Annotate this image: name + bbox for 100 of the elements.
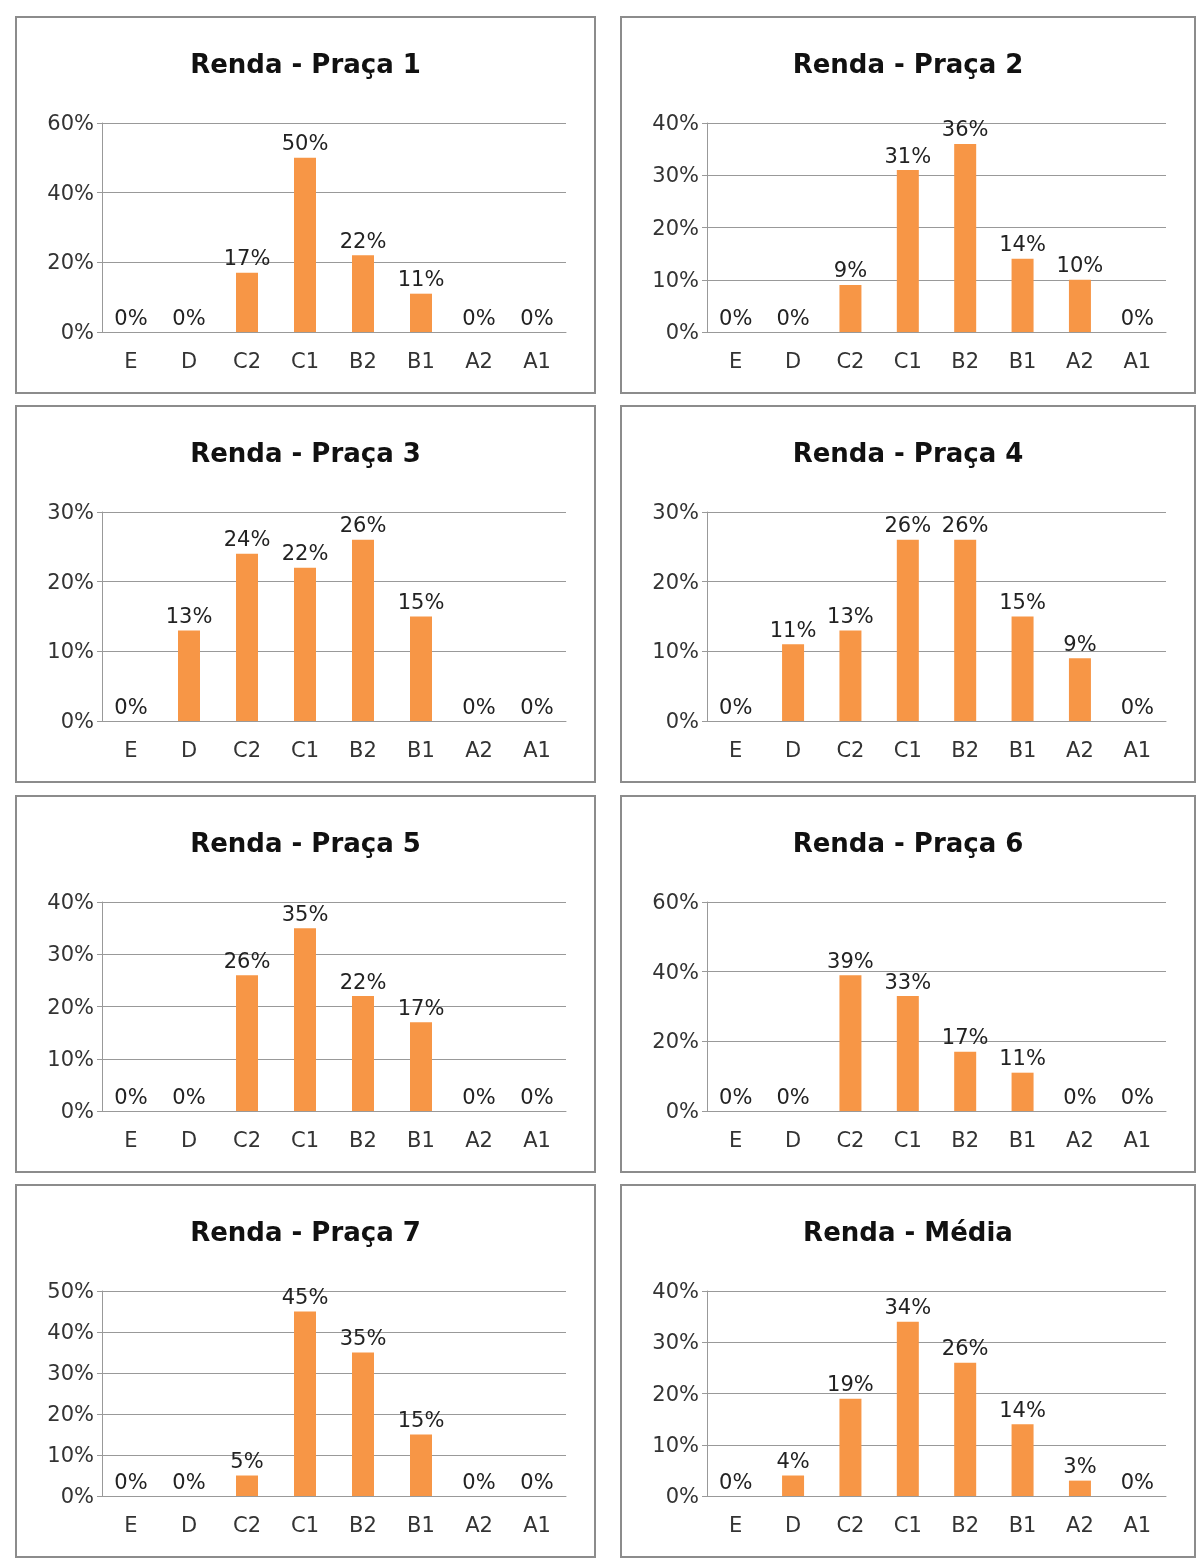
- x-tick-label: C2: [232, 1127, 262, 1152]
- data-label: 0%: [172, 305, 206, 330]
- x-tick-label: A2: [465, 737, 493, 762]
- chart-title: Renda - Praça 1: [190, 49, 421, 79]
- data-label: 26%: [941, 513, 989, 538]
- data-label: 11%: [999, 1046, 1046, 1071]
- bar: [1068, 1480, 1091, 1496]
- chart-title: Renda - Praça 4: [792, 438, 1024, 468]
- y-tick-label: 40%: [652, 959, 699, 984]
- bar: [410, 616, 432, 721]
- x-tick-label: B2: [349, 1127, 377, 1152]
- y-tick-label: 20%: [47, 994, 94, 1019]
- data-label: 33%: [884, 969, 932, 994]
- x-tick-label: B1: [1008, 1127, 1037, 1152]
- data-label: 15%: [397, 590, 445, 614]
- x-tick-label: B2: [951, 1127, 980, 1152]
- data-label: 10%: [1056, 253, 1104, 278]
- bar: [236, 272, 258, 332]
- bar: [410, 1434, 432, 1496]
- bar: [782, 1475, 805, 1496]
- data-label: 0%: [462, 1469, 496, 1494]
- data-label: 9%: [1063, 631, 1097, 656]
- bar: [954, 1051, 977, 1111]
- x-tick-label: A2: [465, 1127, 493, 1152]
- x-tick-label: B2: [951, 1512, 980, 1537]
- x-tick-label: D: [784, 737, 802, 762]
- bar: [410, 293, 432, 332]
- bar: [352, 539, 374, 721]
- data-label: 0%: [719, 305, 753, 330]
- bar: [954, 143, 977, 332]
- chart-title: Renda - Praça 5: [190, 828, 421, 858]
- x-tick-label: B2: [349, 737, 377, 762]
- data-label: 15%: [397, 1408, 445, 1432]
- x-tick-label: A2: [1066, 348, 1094, 373]
- bar: [236, 1475, 258, 1496]
- x-tick-label: C2: [836, 1512, 865, 1537]
- chart-title: Renda - Praça 2: [792, 49, 1024, 79]
- x-tick-label: A1: [1123, 348, 1152, 373]
- y-tick-label: 30%: [47, 500, 94, 524]
- x-tick-label: A1: [1123, 1127, 1152, 1152]
- bar: [236, 975, 258, 1111]
- bar: [896, 1321, 919, 1496]
- y-tick-label: 40%: [47, 890, 94, 914]
- data-label: 22%: [339, 969, 387, 994]
- bar: [410, 1022, 432, 1111]
- data-label: 0%: [172, 1469, 206, 1494]
- data-label: 22%: [339, 228, 387, 253]
- y-tick-label: 20%: [652, 1029, 699, 1054]
- bar: [294, 567, 316, 721]
- data-label: 35%: [281, 901, 329, 926]
- x-tick-label: E: [729, 1127, 743, 1152]
- data-label: 14%: [999, 232, 1046, 257]
- x-tick-label: B1: [407, 737, 435, 762]
- bar: [839, 284, 862, 332]
- bar: [839, 1398, 862, 1496]
- data-label: 0%: [114, 305, 148, 330]
- data-label: 15%: [999, 590, 1046, 614]
- x-tick-label: B1: [1008, 348, 1037, 373]
- data-label: 14%: [999, 1397, 1046, 1422]
- bar: [352, 255, 374, 332]
- x-tick-label: A1: [523, 348, 551, 373]
- chart-title: Renda - Média: [803, 1217, 1013, 1247]
- y-tick-label: 0%: [60, 1099, 94, 1123]
- data-label: 26%: [884, 513, 932, 538]
- bar: [352, 1352, 374, 1496]
- y-tick-label: 0%: [665, 320, 699, 344]
- bar: [294, 1311, 316, 1496]
- data-label: 0%: [776, 1084, 810, 1109]
- x-tick-label: B2: [349, 1512, 377, 1537]
- x-tick-label: D: [180, 348, 198, 373]
- data-label: 0%: [520, 694, 554, 719]
- y-tick-label: 0%: [665, 709, 699, 733]
- bar: [839, 630, 862, 721]
- y-tick-label: 10%: [652, 639, 699, 664]
- x-tick-label: D: [180, 1512, 198, 1537]
- x-tick-label: C1: [893, 1127, 922, 1152]
- x-tick-label: A1: [523, 1127, 551, 1152]
- data-label: 0%: [1120, 694, 1154, 719]
- data-label: 13%: [827, 603, 874, 628]
- data-label: 24%: [223, 527, 271, 552]
- x-tick-label: C1: [893, 348, 922, 373]
- x-tick-label: E: [729, 737, 743, 762]
- x-tick-label: A2: [465, 1512, 493, 1537]
- bar: [954, 539, 977, 721]
- y-tick-label: 60%: [47, 111, 94, 135]
- x-tick-label: A2: [1066, 1127, 1094, 1152]
- data-label: 0%: [1120, 1469, 1154, 1494]
- bar: [294, 157, 316, 332]
- data-label: 17%: [223, 246, 271, 271]
- y-tick-label: 40%: [652, 111, 699, 135]
- bar: [352, 996, 374, 1111]
- bar: [896, 996, 919, 1111]
- x-tick-label: B1: [1008, 737, 1037, 762]
- x-tick-label: C2: [836, 348, 865, 373]
- x-tick-label: B1: [407, 1127, 435, 1152]
- x-tick-label: D: [784, 1512, 802, 1537]
- bar: [1068, 279, 1091, 332]
- data-label: 0%: [462, 694, 496, 719]
- y-tick-label: 20%: [47, 250, 94, 275]
- y-tick-label: 60%: [652, 890, 699, 914]
